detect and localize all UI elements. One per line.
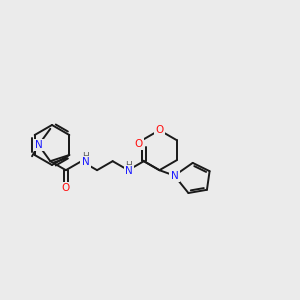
Text: N: N [171, 171, 178, 181]
Text: N: N [35, 140, 42, 150]
Text: H: H [82, 152, 89, 161]
Text: O: O [62, 183, 70, 193]
Text: O: O [155, 125, 164, 135]
Text: H: H [125, 161, 132, 170]
Text: N: N [82, 157, 89, 167]
Text: O: O [135, 139, 143, 149]
Text: N: N [125, 166, 133, 176]
